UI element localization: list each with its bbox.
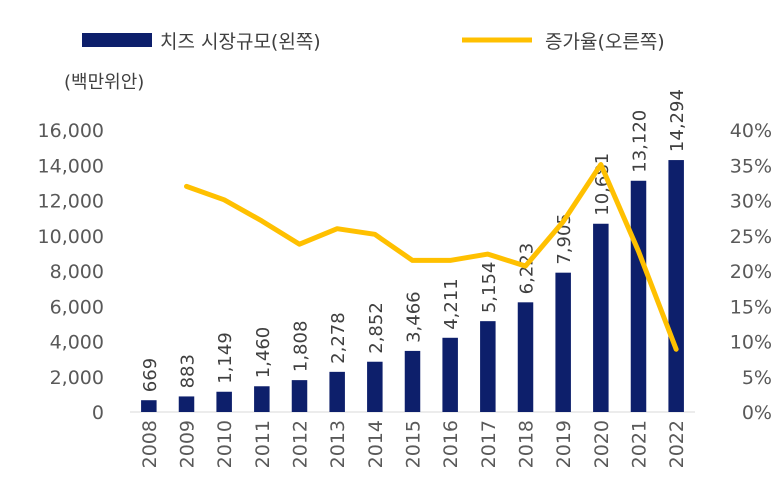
x-axis-tick-label: 2017 xyxy=(478,420,500,468)
bar-value-label: 14,294 xyxy=(667,89,688,152)
x-axis-tick-label: 2011 xyxy=(252,420,274,468)
left-axis-tick-label: 14,000 xyxy=(38,155,104,177)
right-axis-tick-label: 20% xyxy=(730,261,772,283)
left-axis-tick-label: 10,000 xyxy=(38,226,104,248)
x-axis-tick-label: 2013 xyxy=(327,420,349,468)
bar-value-label: 3,466 xyxy=(404,291,425,343)
right-axis-tick-label: 35% xyxy=(730,155,772,177)
legend: 치즈 시장규모(왼쪽) 증가율(오른쪽) xyxy=(82,31,665,53)
right-axis-tick-label: 25% xyxy=(730,226,772,248)
bar-value-label: 13,120 xyxy=(630,110,651,173)
bar-value-label: 2,852 xyxy=(366,302,387,354)
bar xyxy=(517,302,534,412)
x-axis-tick-label: 2015 xyxy=(403,420,425,468)
x-axis: 2008 2009 2010 2011 2012 2013 2014 2015 2016 2017… xyxy=(139,420,688,468)
left-axis-tick-label: 2,000 xyxy=(50,367,104,389)
bar xyxy=(178,396,195,412)
bar xyxy=(216,391,232,412)
bar-value-label: 669 xyxy=(140,358,161,392)
bar xyxy=(630,180,647,412)
bar-value-labels: 669 883 1,149 1,460 1,808 2,278 2,852 3,466 4,21… xyxy=(140,89,688,392)
x-axis-tick-label: 2016 xyxy=(440,420,462,468)
left-axis-tick-label: 0 xyxy=(92,402,104,424)
right-axis-tick-label: 15% xyxy=(730,296,772,318)
bar-value-label: 1,149 xyxy=(215,332,236,384)
left-axis-tick-label: 16,000 xyxy=(38,120,104,142)
bar-value-label: 1,808 xyxy=(291,321,312,373)
right-axis-tick-label: 5% xyxy=(742,367,772,389)
bar xyxy=(291,380,308,412)
growth-rate-series-line xyxy=(184,162,679,352)
bar-value-label: 5,154 xyxy=(479,262,500,314)
bar xyxy=(555,272,571,412)
right-axis-tick-label: 40% xyxy=(730,120,772,142)
bar xyxy=(593,223,609,412)
left-axis-tick-label: 4,000 xyxy=(50,332,104,354)
left-axis-tick-label: 8,000 xyxy=(50,261,104,283)
bar xyxy=(367,361,383,412)
bar-value-label: 883 xyxy=(178,354,199,388)
x-axis-tick-label: 2009 xyxy=(177,420,199,468)
bar xyxy=(668,160,684,412)
legend-bar-swatch xyxy=(82,33,152,47)
bar xyxy=(442,337,458,412)
left-axis: 0 2,000 4,000 6,000 8,000 10,000 12,000 14,000 1… xyxy=(38,120,104,424)
left-axis-tick-label: 6,000 xyxy=(50,296,104,318)
bar xyxy=(329,371,345,412)
x-axis-tick-label: 2012 xyxy=(290,420,312,468)
bar xyxy=(254,386,270,412)
bar-value-label: 4,211 xyxy=(441,278,462,330)
bar xyxy=(141,400,157,412)
bar-value-label: 2,278 xyxy=(328,312,349,364)
bar xyxy=(404,350,421,412)
legend-bar-label: 치즈 시장규모(왼쪽) xyxy=(160,31,321,53)
bar-value-label: 1,460 xyxy=(253,327,274,379)
left-axis-unit-label: (백만위안) xyxy=(64,72,144,93)
x-axis-tick-label: 2010 xyxy=(214,420,236,468)
x-axis-tick-label: 2021 xyxy=(629,420,651,468)
x-axis-tick-label: 2020 xyxy=(591,420,613,468)
x-axis-tick-label: 2018 xyxy=(516,420,538,468)
bar xyxy=(480,321,496,412)
left-axis-tick-label: 12,000 xyxy=(38,191,104,213)
x-axis-tick-label: 2014 xyxy=(365,420,387,468)
right-axis-tick-label: 0% xyxy=(742,402,772,424)
right-axis-tick-label: 30% xyxy=(730,191,772,213)
right-axis: 0% 5% 10% 15% 20% 25% 30% 35% 40% xyxy=(730,120,772,424)
x-axis-tick-label: 2019 xyxy=(553,420,575,468)
legend-line-label: 증가율(오른쪽) xyxy=(545,31,665,53)
growth-rate-line xyxy=(184,162,679,352)
x-axis-tick-label: 2008 xyxy=(139,420,161,468)
x-axis-tick-label: 2022 xyxy=(666,420,688,468)
right-axis-tick-label: 10% xyxy=(730,332,772,354)
bar-value-label: 6,223 xyxy=(517,243,538,295)
